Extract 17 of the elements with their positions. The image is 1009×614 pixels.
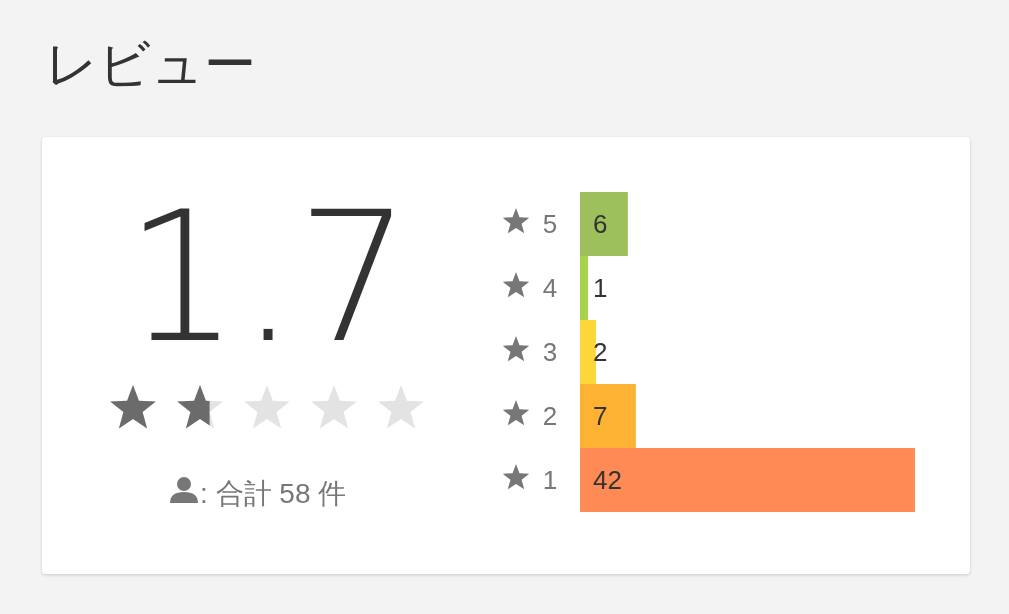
data-label: 42 — [593, 465, 622, 495]
bar — [580, 192, 628, 256]
text: レビュー — [45, 35, 256, 93]
y-tick-label: 2 — [542, 401, 558, 431]
y-tick-label: 3 — [542, 337, 558, 367]
y-tick-label: 1 — [542, 465, 558, 495]
data-label: 7 — [593, 401, 608, 431]
y-tick-label: 4 — [542, 273, 558, 303]
bar — [580, 384, 636, 448]
text: : 合計 58 件 — [200, 478, 347, 509]
y-tick-label: 5 — [542, 209, 558, 239]
bar — [580, 256, 588, 320]
text: 1.7 — [124, 173, 412, 382]
data-label: 1 — [593, 273, 608, 303]
bar — [580, 448, 915, 512]
data-label: 6 — [593, 209, 608, 239]
bar — [580, 320, 596, 384]
